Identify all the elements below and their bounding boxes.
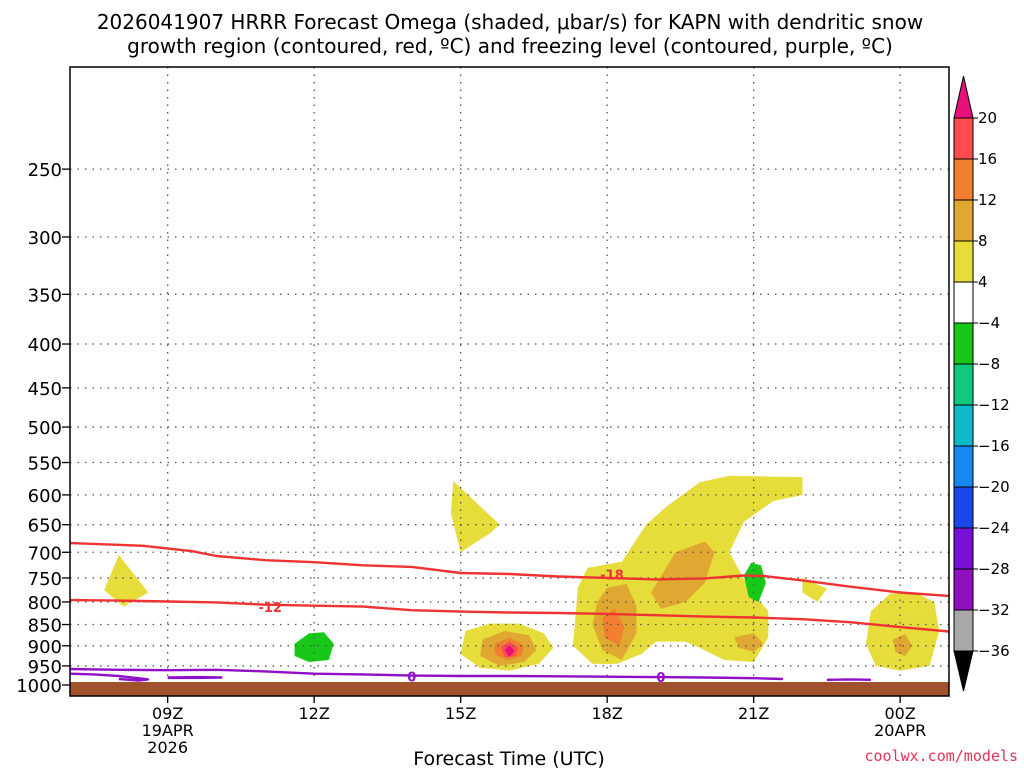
x-tick-label: 2026 — [147, 738, 188, 757]
x-tick-label: 15Z — [445, 704, 476, 723]
y-tick-label: 800 — [28, 593, 62, 614]
chart-title-line-2: growth region (contoured, red, ºC) and f… — [127, 34, 893, 58]
y-tick-label: 650 — [28, 516, 62, 537]
y-tick-label: 450 — [28, 379, 62, 400]
omega-region-14 — [504, 645, 515, 658]
omega-region-1 — [450, 481, 500, 553]
omega-region-16 — [743, 562, 766, 602]
omega-region-5 — [866, 592, 940, 671]
colorbar-swatch-1 — [953, 158, 974, 201]
colorbar-label: 16 — [978, 150, 997, 168]
colorbar-swatch-4 — [953, 281, 974, 324]
colorbar-swatch-2 — [953, 199, 974, 242]
colorbar-bottom-arrow — [953, 650, 974, 692]
colorbar-label: −24 — [978, 519, 1010, 537]
colorbar-label: −12 — [978, 396, 1010, 414]
colorbar-swatch-12 — [953, 609, 974, 652]
y-axis: 2503003504004505005506006507007508008509… — [16, 160, 70, 697]
contour-line-1 — [70, 598, 949, 633]
y-tick-label: 550 — [28, 454, 62, 475]
colorbar-swatch-10 — [953, 527, 974, 570]
y-tick-label: 950 — [28, 657, 62, 678]
y-tick-label: 400 — [28, 335, 62, 356]
colorbar-label: −32 — [978, 601, 1010, 619]
plot-frame — [69, 66, 950, 697]
omega-region-8 — [651, 541, 715, 609]
omega-region-12 — [602, 608, 625, 646]
x-tick-label: 00Z — [885, 704, 916, 723]
colorbar-label: 8 — [978, 232, 988, 250]
colorbar-top-arrow — [953, 75, 974, 119]
y-tick-label: 500 — [28, 418, 62, 439]
contour-label-2: 0 — [407, 671, 416, 686]
x-tick-label: 19APR — [142, 721, 194, 740]
x-axis-label: Forecast Time (UTC) — [413, 748, 604, 768]
temperature-contours — [70, 541, 949, 682]
colorbar: 20 16 12 8 4 −4 −8 −12 −16 −20 −24 −28 −32 −36 — [953, 75, 1010, 692]
contour-line-3 — [70, 672, 150, 682]
colorbar-label: 12 — [978, 191, 997, 209]
y-tick-label: 700 — [28, 543, 62, 564]
x-tick-label: 20APR — [874, 721, 926, 740]
watermark: coolwx.com/models — [864, 747, 1018, 765]
colorbar-swatch-7 — [953, 404, 974, 447]
y-tick-label: 900 — [28, 637, 62, 658]
contour-line-4 — [167, 675, 223, 680]
y-tick-label: 1000 — [16, 676, 62, 697]
omega-region-10 — [892, 634, 913, 656]
colorbar-swatch-5 — [953, 322, 974, 365]
contour-label-6: 0 — [656, 671, 665, 686]
contour-line-0 — [70, 541, 949, 598]
contour-labels: -18 -12 0 0 — [258, 568, 665, 686]
y-tick-label: 850 — [28, 616, 62, 637]
x-tick-label: 21Z — [738, 704, 769, 723]
colorbar-swatch-9 — [953, 486, 974, 529]
contour-label-0: -18 — [600, 568, 624, 583]
contour-label-1: -12 — [258, 601, 282, 616]
colorbar-swatch-3 — [953, 240, 974, 283]
chart-title-line-1: 2026041907 HRRR Forecast Omega (shaded, … — [97, 10, 923, 34]
x-tick-label: 12Z — [299, 704, 330, 723]
omega-region-4 — [802, 577, 827, 602]
omega-region-9 — [734, 633, 764, 652]
x-tick-label: 09Z — [152, 704, 183, 723]
colorbar-swatch-0 — [953, 117, 974, 160]
contour-line-2 — [70, 667, 784, 681]
colorbar-swatch-6 — [953, 363, 974, 406]
y-tick-label: 250 — [28, 160, 62, 181]
y-tick-label: 600 — [28, 486, 62, 507]
omega-region-0 — [104, 554, 149, 607]
colorbar-label: −28 — [978, 560, 1010, 578]
colorbar-label: −20 — [978, 478, 1010, 496]
colorbar-swatch-11 — [953, 568, 974, 611]
colorbar-label: −36 — [978, 642, 1010, 660]
y-tick-label: 300 — [28, 228, 62, 249]
y-tick-label: 750 — [28, 569, 62, 590]
colorbar-label: −4 — [978, 314, 1000, 332]
ground-fill — [70, 682, 949, 696]
y-tick-label: 350 — [28, 285, 62, 306]
colorbar-label: −16 — [978, 437, 1010, 455]
colorbar-label: 20 — [978, 109, 997, 127]
omega-region-15 — [294, 632, 334, 662]
colorbar-label: −8 — [978, 355, 1000, 373]
colorbar-label: 4 — [978, 273, 988, 291]
colorbar-swatch-8 — [953, 445, 974, 488]
x-tick-label: 18Z — [592, 704, 623, 723]
ground-layer — [70, 682, 949, 696]
